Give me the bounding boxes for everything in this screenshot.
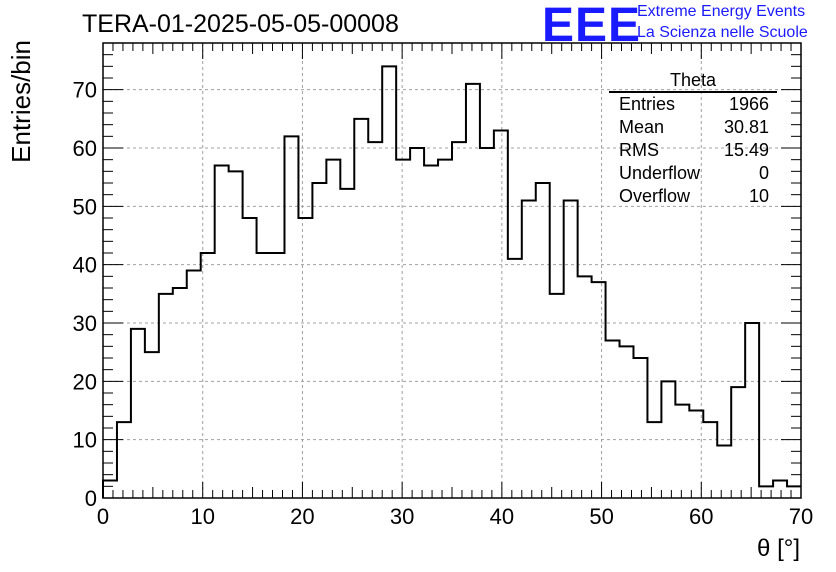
- stats-value: 0: [758, 163, 769, 183]
- y-tick-label: 30: [73, 311, 97, 336]
- stats-key: RMS: [619, 140, 659, 160]
- stats-value: 15.49: [723, 140, 769, 160]
- stats-key: Mean: [619, 117, 665, 137]
- x-tick-label: 70: [789, 504, 813, 529]
- stats-row-rms: RMS 15.49: [607, 139, 777, 162]
- stats-box: Theta Entries 1966 Mean 30.81 RMS 15.49 …: [607, 70, 777, 208]
- x-tick-label: 40: [490, 504, 514, 529]
- y-tick-label: 0: [85, 486, 97, 511]
- y-tick-label: 40: [73, 253, 97, 278]
- x-tick-label: 50: [589, 504, 613, 529]
- axis-ticks: [102, 42, 802, 499]
- stats-value: 30.81: [723, 117, 769, 137]
- y-tick-label: 50: [73, 194, 97, 219]
- y-tick-label: 10: [73, 428, 97, 453]
- stats-row-mean: Mean 30.81: [607, 116, 777, 139]
- x-tick-label: 0: [97, 504, 109, 529]
- grid-lines: [103, 43, 801, 498]
- stats-key: Overflow: [619, 186, 691, 206]
- logo-caption-line2: La Scienza nelle Scuole: [637, 24, 808, 41]
- x-axis-label: θ [°]: [757, 535, 800, 562]
- y-axis-label: Entries/bin: [6, 40, 36, 163]
- stats-value: 1966: [728, 94, 769, 114]
- y-tick-label: 70: [73, 78, 97, 103]
- run-title: TERA-01-2025-05-05-00008: [82, 10, 399, 38]
- stats-key: Underflow: [619, 163, 701, 183]
- x-tick-label: 30: [390, 504, 414, 529]
- x-tick-label: 20: [290, 504, 314, 529]
- stats-row-entries: Entries 1966: [607, 93, 777, 116]
- x-tick-label: 10: [190, 504, 214, 529]
- stats-key: Entries: [619, 94, 676, 114]
- stats-title: Theta: [609, 70, 777, 93]
- stats-row-overflow: Overflow 10: [607, 185, 777, 208]
- x-tick-label: 60: [689, 504, 713, 529]
- eee-logo: EEE: [542, 0, 642, 52]
- y-tick-label: 60: [73, 136, 97, 161]
- y-tick-label: 20: [73, 369, 97, 394]
- histogram-outline: [102, 65, 801, 498]
- axis-tick-labels: 0 10 20 30 40 50 60 70 0 10 20 30 40 50 60 70: [73, 78, 814, 529]
- stats-value: 10: [748, 186, 769, 206]
- stats-row-underflow: Underflow 0: [607, 162, 777, 185]
- logo-caption-line1: Extreme Energy Events: [637, 3, 806, 20]
